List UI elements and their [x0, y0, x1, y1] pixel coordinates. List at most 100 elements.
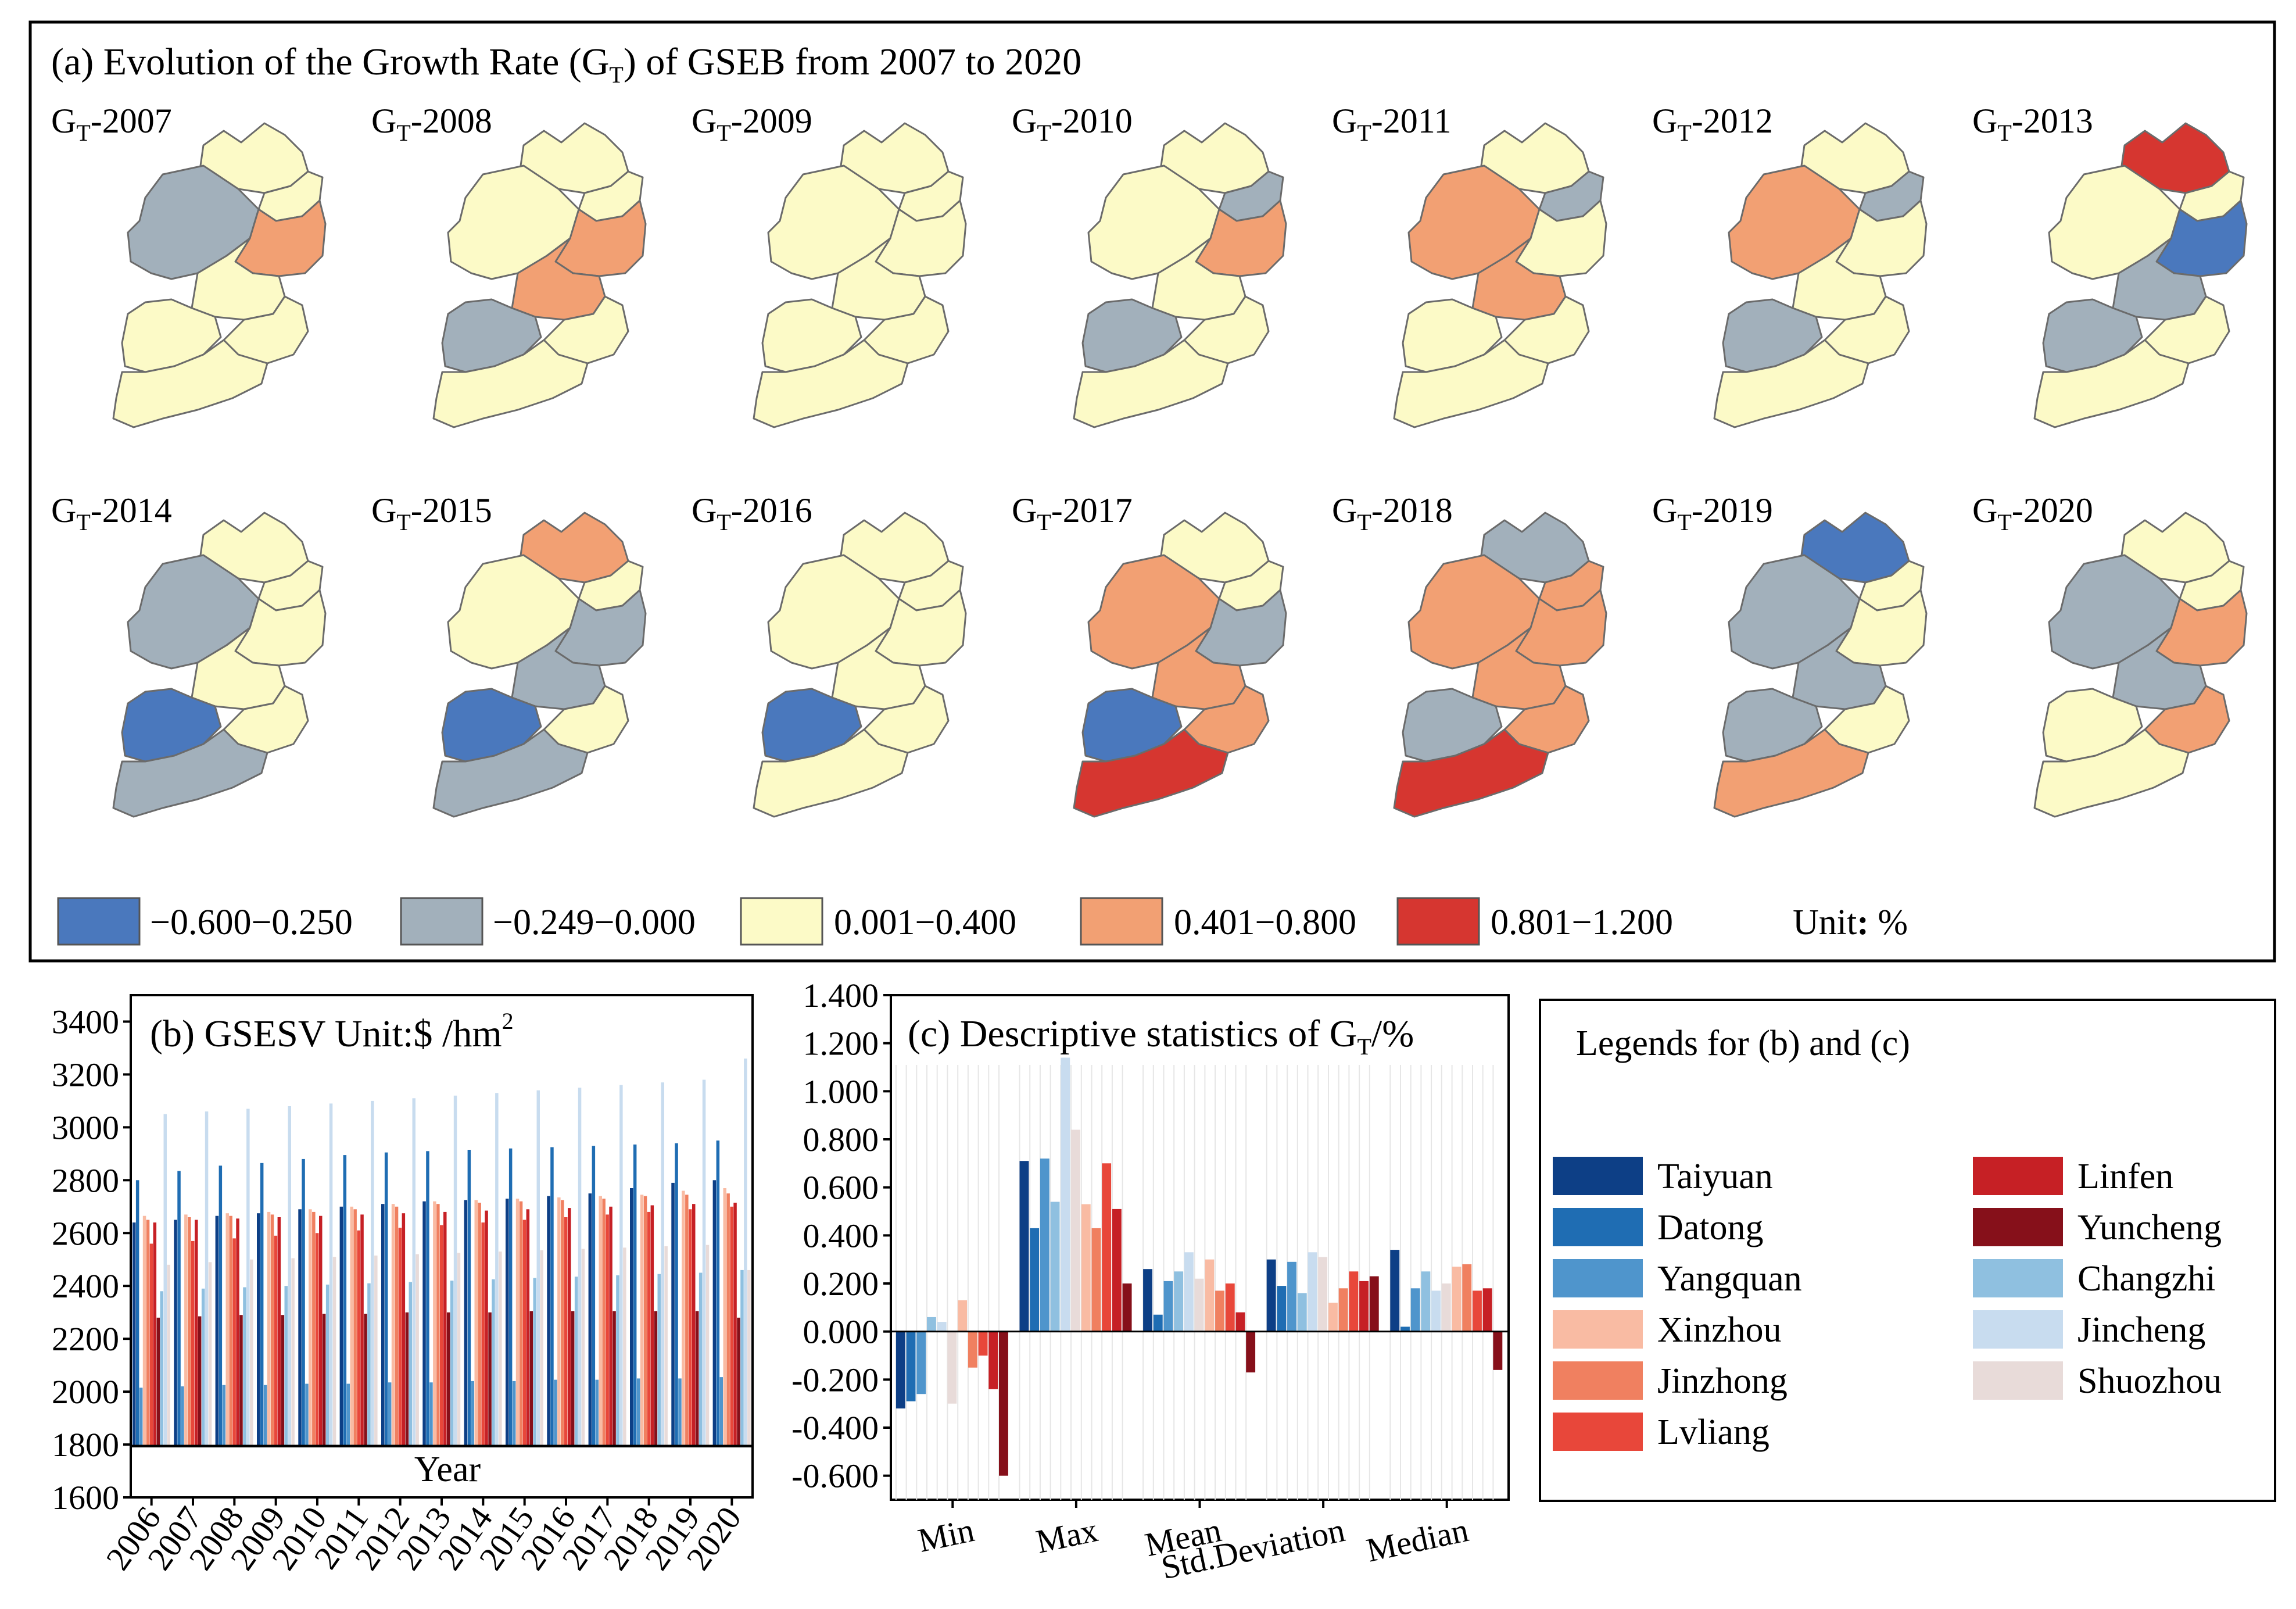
- legend-a-swatch-1: [400, 897, 483, 946]
- bar-b-yangquan-2016: [554, 1379, 557, 1446]
- bar-c-lvliang-median: [1473, 1290, 1482, 1332]
- bar-b-yuncheng-2016: [571, 1311, 575, 1446]
- bar-b-shuozhou-2007: [208, 1262, 212, 1446]
- map-label: GT-2008: [371, 102, 492, 146]
- bar-b-lvliang-2012: [398, 1228, 402, 1446]
- bar-b-xinzhou-2017: [599, 1196, 602, 1446]
- bar-b-changzhi-2017: [616, 1275, 619, 1446]
- bar-b-lvliang-2010: [316, 1233, 319, 1446]
- bar-b-jincheng-2018: [661, 1082, 664, 1446]
- legend-swatch-yuncheng: [1973, 1208, 2063, 1246]
- bar-b-yangquan-2009: [263, 1385, 267, 1446]
- bar-b-jincheng-2009: [288, 1106, 291, 1446]
- bar-b-datong-2012: [384, 1152, 388, 1446]
- map-region: [1722, 298, 1823, 373]
- panel-b-y-axis: 1600 1800 2000 2200 2400 2600 2800 3000 3200 3400: [52, 1003, 131, 1517]
- bar-b-shuozhou-2014: [499, 1252, 502, 1446]
- bar-b-datong-2014: [467, 1150, 471, 1446]
- bar-b-linfen-2013: [443, 1211, 447, 1446]
- bar-b-jinzhong-2018: [643, 1196, 647, 1446]
- bar-b-jinzhong-2008: [229, 1215, 232, 1446]
- bar-b-xinzhou-2014: [474, 1200, 478, 1446]
- bar-c-yuncheng-median: [1493, 1331, 1503, 1370]
- bar-b-changzhi-2016: [574, 1277, 578, 1446]
- map-region: [1073, 339, 1229, 428]
- bar-b-datong-2010: [302, 1159, 305, 1446]
- y-tick-label: 0.200: [803, 1265, 879, 1303]
- bar-b-linfen-2018: [650, 1205, 654, 1446]
- bar-c-linfen-min: [988, 1331, 998, 1389]
- bar-c-yuncheng-std-deviation: [1369, 1276, 1379, 1332]
- bar-b-shuozhou-2013: [457, 1253, 461, 1446]
- legend-label-taiyuan: Taiyuan: [1657, 1157, 1773, 1196]
- bar-b-linfen-2014: [485, 1210, 488, 1446]
- bar-b-jincheng-2006: [163, 1114, 167, 1446]
- bar-c-xinzhou-max: [1081, 1204, 1091, 1332]
- bar-b-jincheng-2011: [371, 1100, 374, 1446]
- legend-swatch-shuozhou: [1973, 1361, 2063, 1400]
- panel-c-frame: [890, 994, 1510, 1501]
- map-gt-2013: GT-2013: [1972, 102, 2248, 428]
- bar-b-jinzhong-2013: [436, 1204, 440, 1446]
- bar-b-jinzhong-2011: [353, 1209, 357, 1446]
- bar-c-changzhi-max: [1050, 1202, 1060, 1332]
- bar-b-taiyuan-2012: [381, 1204, 385, 1446]
- bar-b-jinzhong-2016: [561, 1200, 564, 1446]
- bar-b-changzhi-2019: [699, 1272, 703, 1446]
- bar-b-jinzhong-2014: [478, 1203, 481, 1446]
- bar-b-xinzhou-2011: [350, 1206, 353, 1446]
- map-region: [1402, 298, 1503, 373]
- map-shape: [1713, 512, 1928, 818]
- y-tick-label: 2800: [52, 1161, 119, 1199]
- bar-b-taiyuan-2008: [215, 1215, 219, 1446]
- bar-b-yuncheng-2008: [239, 1315, 243, 1446]
- map-shape: [1393, 512, 1607, 818]
- bar-b-xinzhou-2010: [309, 1209, 312, 1446]
- y-tick-label: 3000: [52, 1109, 119, 1146]
- map-gt-2011: GT-2011: [1332, 102, 1607, 428]
- bar-b-changzhi-2010: [325, 1284, 329, 1446]
- bar-b-yuncheng-2017: [612, 1311, 616, 1446]
- legend-swatch-taiyuan: [1553, 1157, 1643, 1195]
- bar-c-lvliang-min: [978, 1331, 988, 1356]
- bar-b-datong-2015: [508, 1148, 513, 1446]
- bar-c-yuncheng-min: [999, 1331, 1008, 1476]
- map-label: GT-2016: [692, 491, 812, 535]
- bar-c-lvliang-max: [1102, 1163, 1112, 1332]
- bar-c-shuozhou-median: [1441, 1283, 1451, 1332]
- bar-b-yangquan-2017: [595, 1379, 599, 1446]
- map-region: [753, 728, 909, 818]
- map-region: [753, 339, 909, 428]
- bar-c-datong-median: [1400, 1326, 1410, 1332]
- legend-swatch-changzhi: [1973, 1259, 2063, 1297]
- panel-c-bars: [891, 1057, 1509, 1476]
- map-shape: [432, 122, 647, 428]
- bar-b-taiyuan-2013: [422, 1201, 426, 1446]
- x-tick-label: Min: [915, 1511, 977, 1560]
- legend-label-jinzhong: Jinzhong: [1657, 1361, 1788, 1401]
- bar-b-datong-2019: [675, 1143, 678, 1446]
- legend-a-swatch-0: [57, 897, 141, 946]
- bar-b-jincheng-2007: [205, 1111, 209, 1446]
- y-tick-label: 2600: [52, 1214, 119, 1252]
- map-shape: [2033, 122, 2248, 428]
- bar-c-yangquan-std-deviation: [1287, 1261, 1296, 1332]
- bar-c-linfen-mean: [1235, 1312, 1245, 1332]
- bar-b-linfen-2008: [236, 1218, 239, 1446]
- map-region: [1402, 688, 1503, 763]
- map-gt-2018: GT-2018: [1332, 491, 1607, 818]
- bar-b-jincheng-2008: [246, 1109, 250, 1446]
- bar-b-jincheng-2016: [578, 1088, 582, 1446]
- panel-b-x-axis: 2006200720082009201020112012201320142015…: [99, 1497, 748, 1576]
- bar-b-lvliang-2011: [357, 1230, 360, 1446]
- bar-b-shuozhou-2018: [664, 1246, 668, 1446]
- bar-b-changzhi-2013: [450, 1281, 454, 1446]
- bar-b-jincheng-2020: [744, 1059, 747, 1446]
- panel-b: Year (b) GSESV Unit:$ /hm2 1600 1800 2000 2…: [52, 994, 754, 1576]
- bar-b-datong-2007: [177, 1171, 181, 1446]
- bar-b-jinzhong-2006: [146, 1220, 150, 1446]
- bar-b-shuozhou-2017: [623, 1247, 626, 1446]
- map-label: GT-2011: [1332, 102, 1452, 146]
- bar-b-datong-2020: [716, 1140, 720, 1446]
- legend-swatch-jincheng: [1973, 1310, 2063, 1349]
